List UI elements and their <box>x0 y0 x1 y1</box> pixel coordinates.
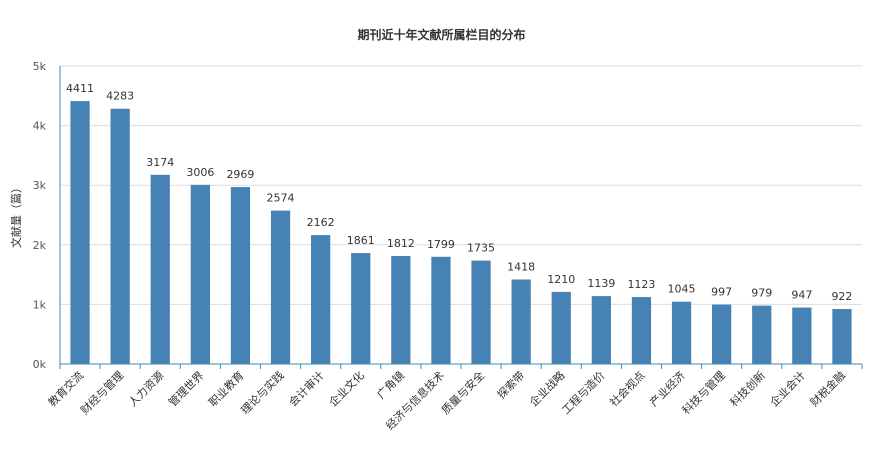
bar <box>832 309 852 364</box>
bar <box>391 256 411 364</box>
data-label: 1139 <box>587 277 615 290</box>
category-label: 产业经济 <box>647 368 688 409</box>
bar <box>270 210 291 364</box>
data-label: 1418 <box>507 260 535 273</box>
category-label: 管理世界 <box>165 368 206 409</box>
category-label: 企业战略 <box>526 368 567 409</box>
bar <box>471 260 491 364</box>
y-tick-label: 3k <box>33 179 47 192</box>
category-label: 广角镜 <box>374 368 407 401</box>
data-label: 922 <box>831 290 852 303</box>
y-tick-label: 0k <box>33 358 47 371</box>
bar <box>752 305 772 364</box>
category-label: 财经与管理 <box>77 368 126 417</box>
bar <box>511 279 531 364</box>
category-label: 科技创新 <box>727 368 768 409</box>
y-tick-label: 5k <box>33 60 47 73</box>
data-label: 3006 <box>186 166 214 179</box>
bar <box>230 187 251 364</box>
category-label: 质量与安全 <box>438 368 487 417</box>
y-tick-label: 2k <box>33 239 47 252</box>
data-label: 1123 <box>627 278 655 291</box>
category-label: 职业教育 <box>206 368 247 409</box>
data-label: 4411 <box>66 82 94 95</box>
category-label: 探索带 <box>494 368 527 401</box>
category-label: 财税金融 <box>807 368 848 409</box>
bar <box>110 108 130 364</box>
bar <box>631 297 652 364</box>
data-label: 4283 <box>106 90 134 103</box>
category-label: 企业文化 <box>326 368 367 409</box>
data-label: 2574 <box>267 192 295 205</box>
category-label: 会计审计 <box>286 368 327 409</box>
category-label: 人力资源 <box>125 368 166 409</box>
category-label: 科技与管理 <box>679 368 728 417</box>
category-label: 工程与造价 <box>559 368 608 417</box>
y-axis-label: 文献量（篇） <box>9 182 23 248</box>
data-label: 3174 <box>146 156 174 169</box>
data-label: 1735 <box>467 242 495 255</box>
data-label: 1045 <box>668 283 696 296</box>
category-label: 社会视点 <box>607 368 648 409</box>
category-label: 教育交流 <box>45 368 86 409</box>
data-label: 979 <box>751 287 772 300</box>
bar <box>551 291 571 364</box>
bar <box>150 174 170 364</box>
bar <box>591 296 611 364</box>
data-label: 2162 <box>307 216 335 229</box>
data-label: 947 <box>791 289 812 302</box>
data-label: 997 <box>711 286 732 299</box>
bar <box>792 307 812 364</box>
data-label: 2969 <box>226 168 254 181</box>
y-tick-label: 1k <box>33 298 47 311</box>
category-label: 企业会计 <box>767 368 808 409</box>
chart-title: 期刊近十年文献所属栏目的分布 <box>357 28 526 42</box>
bar <box>70 101 90 364</box>
data-label: 1812 <box>387 237 415 250</box>
data-label: 1861 <box>347 234 375 247</box>
bar <box>190 184 210 364</box>
data-label: 1799 <box>427 238 455 251</box>
data-label: 1210 <box>547 273 575 286</box>
category-label: 理论与实践 <box>238 368 287 417</box>
bar <box>351 253 371 364</box>
bar <box>671 301 692 364</box>
y-tick-label: 4k <box>33 120 47 133</box>
bar <box>431 256 451 364</box>
bar <box>311 235 331 364</box>
bar <box>712 304 732 364</box>
